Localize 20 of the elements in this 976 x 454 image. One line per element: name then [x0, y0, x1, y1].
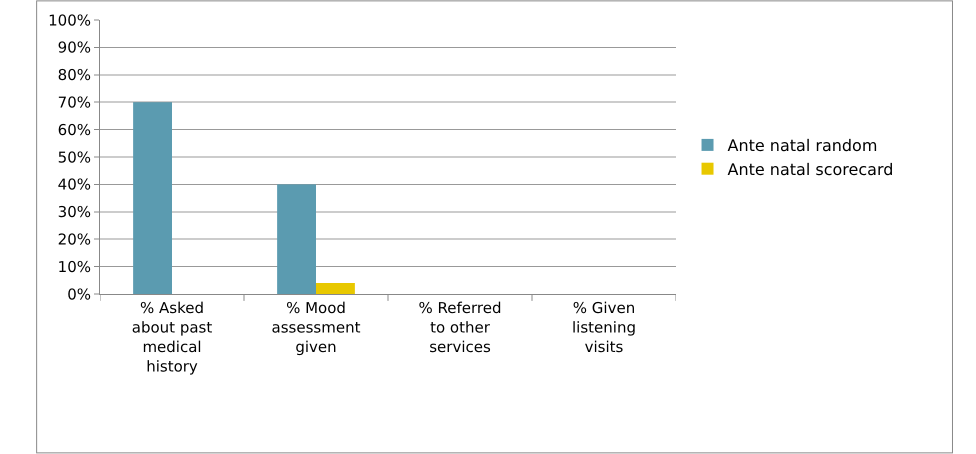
- x-tick-label: % Mood assessment given: [272, 299, 361, 356]
- y-tick-label: 20%: [58, 230, 91, 248]
- y-tick-label: 50%: [58, 148, 91, 166]
- y-tick-label: 30%: [58, 203, 91, 222]
- x-tick-label: % Given listening visits: [572, 299, 636, 356]
- y-tick-label: 90%: [58, 38, 91, 57]
- x-tick-label: % Asked about past medical history: [132, 299, 212, 376]
- y-tick-label: 10%: [58, 258, 91, 276]
- bar: [277, 184, 316, 294]
- y-tick-label: 80%: [58, 66, 91, 84]
- y-tick-label: 0%: [67, 285, 91, 304]
- legend-label: Ante natal scorecard: [728, 160, 894, 179]
- y-tick-label: 70%: [58, 93, 91, 112]
- x-tick-label: % Referred to other services: [418, 299, 502, 356]
- y-tick-label: 100%: [48, 11, 91, 30]
- y-tick-label: 40%: [58, 176, 91, 194]
- y-tick-label: 60%: [58, 120, 91, 139]
- legend-label: Ante natal random: [728, 136, 878, 156]
- bar: [133, 102, 172, 294]
- bar: [316, 283, 355, 294]
